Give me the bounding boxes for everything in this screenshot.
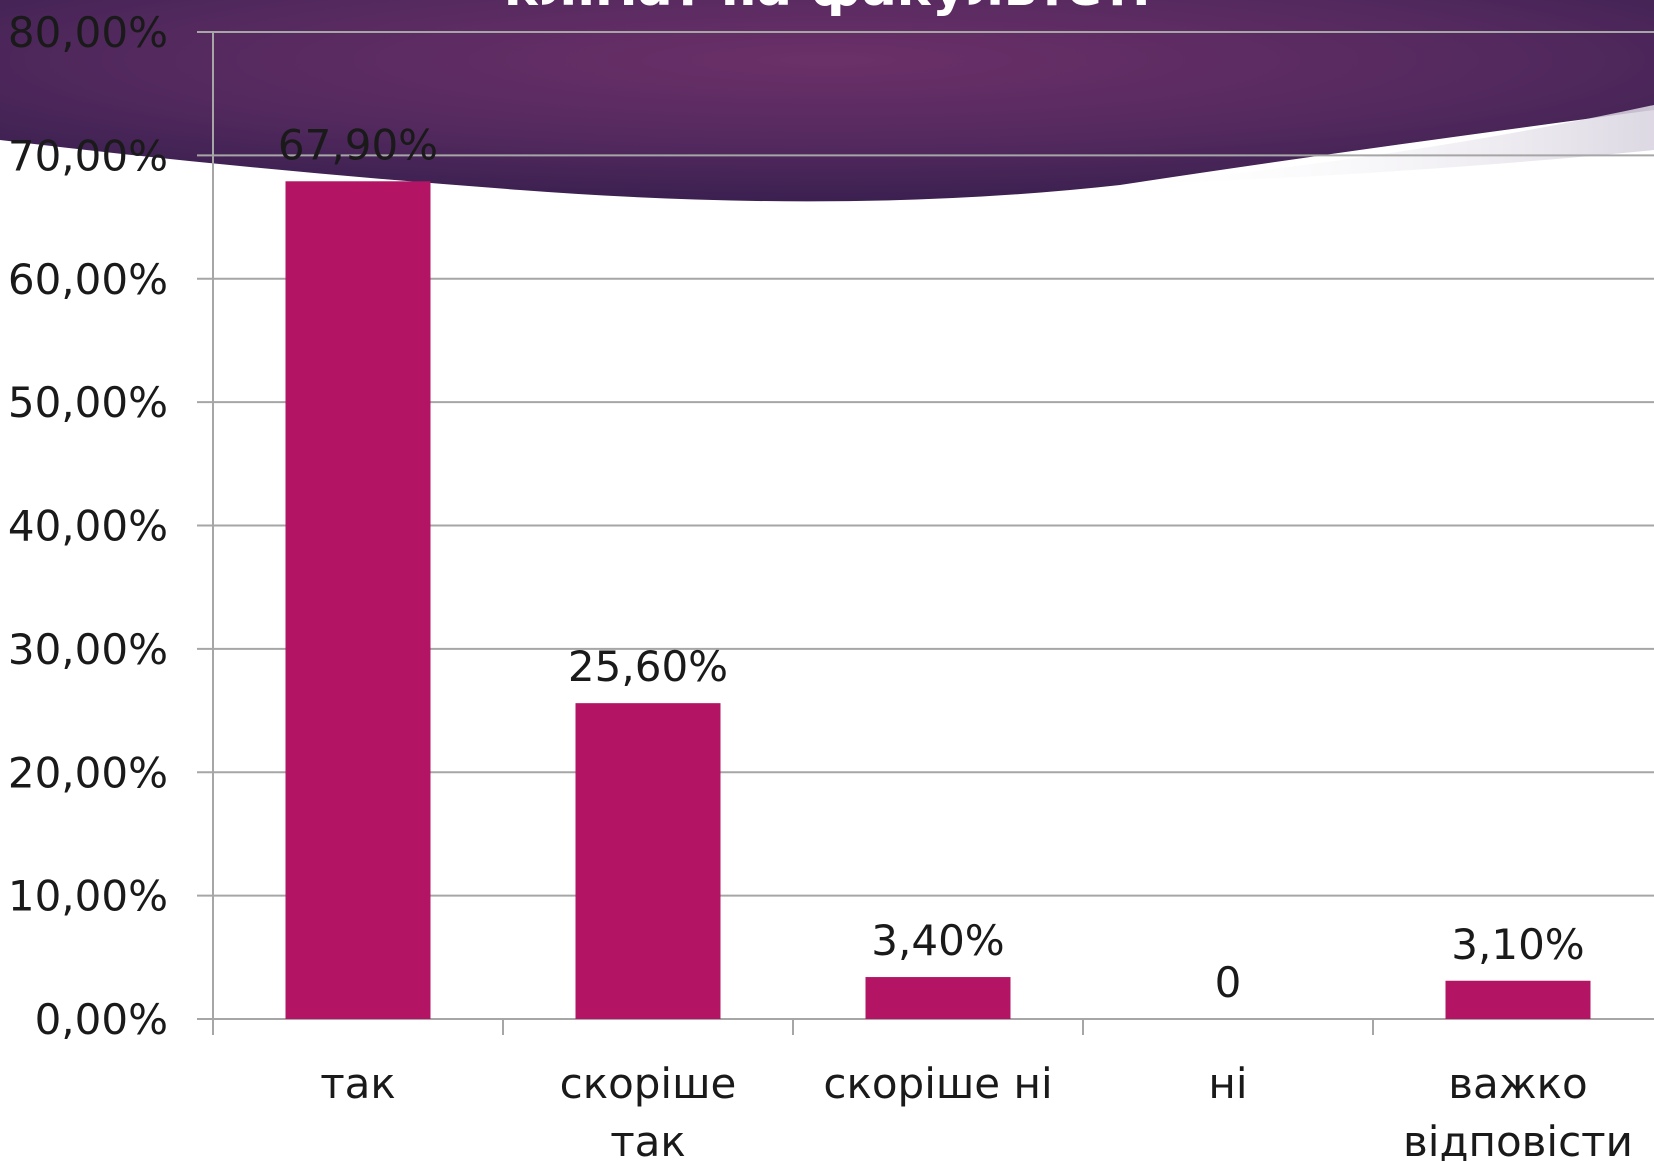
category-label: відповісти [1403,1117,1633,1161]
y-tick-label: 30,00% [8,625,168,674]
bar [1445,980,1591,1019]
y-tick-label: 50,00% [8,378,168,427]
category-label: так [610,1117,686,1161]
y-tick-label: 40,00% [8,502,168,551]
category-label: важко [1448,1059,1587,1108]
bar [865,977,1011,1019]
category-label: скоріше [560,1059,737,1108]
data-label: 25,60% [568,642,728,691]
y-tick-label: 70,00% [8,131,168,180]
y-tick-label: 60,00% [8,255,168,304]
y-tick-label: 20,00% [8,748,168,797]
chart-title: клімат на факультеті [0,0,1654,18]
data-label: 67,90% [278,120,438,169]
bar [285,181,431,1019]
data-label: 3,10% [1451,920,1584,969]
y-tick-label: 80,00% [8,8,168,57]
category-label: ні [1208,1059,1247,1108]
category-label: скоріше ні [823,1059,1052,1108]
category-label: так [320,1059,396,1108]
y-tick-label: 10,00% [8,872,168,921]
data-label: 0 [1215,958,1242,1007]
y-tick-label: 0,00% [35,995,168,1044]
bar [575,703,721,1019]
title-banner [0,0,1654,202]
data-label: 3,40% [871,916,1004,965]
